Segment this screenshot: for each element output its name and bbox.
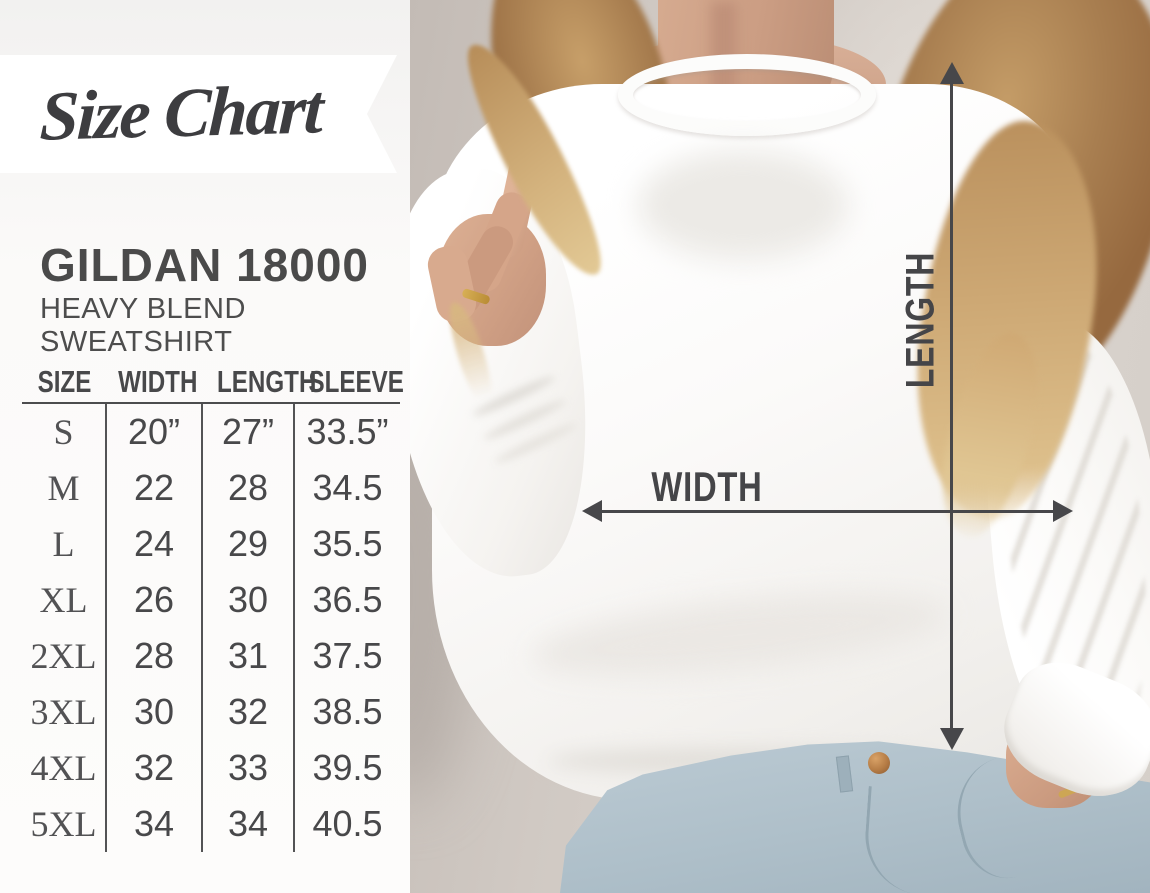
cell-sleeve: 37.5 [312,635,383,676]
model-photo: WIDTH LENGTH [410,0,1150,893]
column-header-sleeve: SLEEVE [308,364,404,399]
table-row: 5XL 34 34 40.5 [22,796,400,852]
cell-sleeve: 35.5 [312,523,383,564]
table-row: 2XL 28 31 37.5 [22,628,400,684]
column-header-width: WIDTH [118,364,198,399]
length-label: LENGTH [898,251,943,389]
cell-length: 32 [203,684,295,740]
length-arrow-line [950,80,953,732]
cell-width: 26 [107,572,203,628]
cell-length: 30 [203,572,295,628]
cell-width: 24 [107,516,203,572]
cell-width: 34 [107,796,203,852]
column-header-size: SIZE [37,364,92,399]
cell-size: XL [22,572,107,628]
table-row: S 20” 27” 33.5” [22,404,400,460]
width-arrow-line [590,510,1065,513]
width-label: WIDTH [651,463,763,510]
cell-size: 2XL [22,628,107,684]
arrowhead-up-icon [940,62,964,84]
cell-width: 30 [107,684,203,740]
arrowhead-down-icon [940,728,964,750]
info-panel: Size Chart GILDAN 18000 HEAVY BLEND SWEA… [0,0,410,893]
banner-title: Size Chart [38,71,323,156]
table-row: 4XL 32 33 39.5 [22,740,400,796]
column-header-length: LENGTH [217,364,317,399]
cell-sleeve: 33.5” [306,411,389,452]
table-row: L 24 29 35.5 [22,516,400,572]
cell-size: S [22,404,107,460]
cell-length: 27” [203,404,295,460]
cell-size: 5XL [22,796,107,852]
sweatshirt-collar [618,54,876,136]
cell-length: 33 [203,740,295,796]
cell-size: 3XL [22,684,107,740]
cell-sleeve: 40.5 [312,803,383,844]
cell-length: 34 [203,796,295,852]
cell-length: 31 [203,628,295,684]
cell-width: 20” [107,404,203,460]
cell-width: 32 [107,740,203,796]
jeans-button [868,752,890,774]
cell-length: 29 [203,516,295,572]
cell-size: 4XL [22,740,107,796]
product-name: GILDAN 18000 [40,239,370,291]
fabric-shadow [638,150,848,260]
size-table-header: SIZE WIDTH LENGTH SLEEVE [22,362,404,404]
cell-sleeve: 38.5 [312,691,383,732]
cell-sleeve: 34.5 [312,467,383,508]
cell-size: L [22,516,107,572]
cell-width: 28 [107,628,203,684]
table-row: XL 26 30 36.5 [22,572,400,628]
table-row: M 22 28 34.5 [22,460,400,516]
cell-sleeve: 36.5 [312,579,383,620]
arrowhead-left-icon [582,500,602,522]
cell-length: 28 [203,460,295,516]
size-table: SIZE WIDTH LENGTH SLEEVE S 20” 27” 33.5”… [22,362,404,852]
cell-sleeve: 39.5 [312,747,383,788]
table-row: 3XL 30 32 38.5 [22,684,400,740]
size-chart-banner: Size Chart [0,55,397,173]
product-subtitle: HEAVY BLEND SWEATSHIRT [40,293,246,358]
cell-width: 22 [107,460,203,516]
arrowhead-right-icon [1053,500,1073,522]
cell-size: M [22,460,107,516]
